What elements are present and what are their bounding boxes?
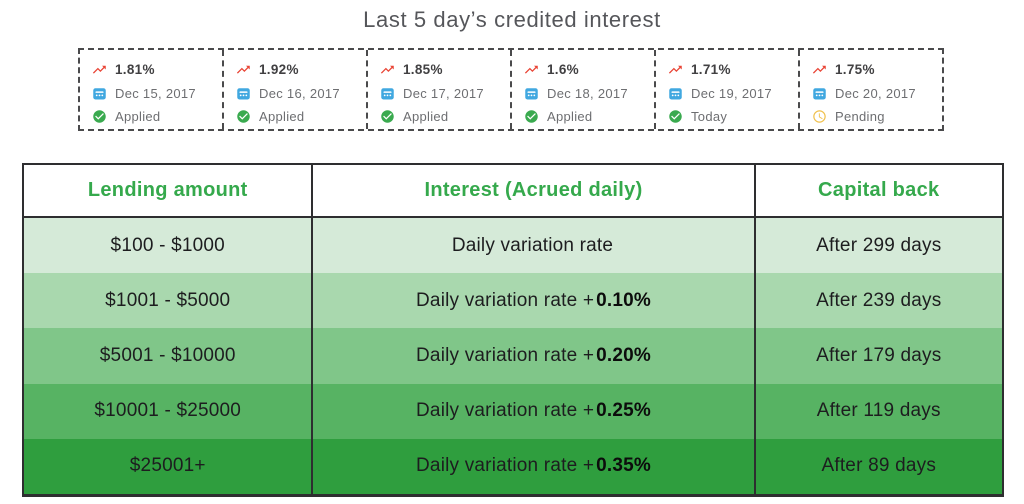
trending-up-icon xyxy=(812,62,827,77)
lending-amount-cell: $5001 - $10000 xyxy=(24,328,314,384)
calendar-icon xyxy=(524,86,539,101)
interest-bonus: 0.20% xyxy=(596,345,651,366)
calendar-icon xyxy=(812,86,827,101)
check-circle-icon xyxy=(236,109,251,124)
check-circle-icon xyxy=(92,109,107,124)
status-badge: Applied xyxy=(547,109,593,124)
rate-line: 1.6% xyxy=(524,59,654,81)
rate-line: 1.92% xyxy=(236,59,366,81)
column-header-interest: Interest (Acrued daily) xyxy=(313,165,756,216)
table-row: $5001 - $10000 Daily variation rate + 0.… xyxy=(24,328,1002,384)
rate-line: 1.85% xyxy=(380,59,510,81)
interest-cell: Daily variation rate + 0.25% xyxy=(313,383,756,439)
column-header-lending-amount: Lending amount xyxy=(24,165,314,216)
interest-card: 1.85% Dec 17, 2017 Applied xyxy=(366,50,510,129)
date-line: Dec 18, 2017 xyxy=(524,82,654,104)
interest-cell: Daily variation rate xyxy=(313,218,756,274)
interest-text: Daily variation rate + xyxy=(416,345,595,366)
interest-card: 1.75% Dec 20, 2017 Pending xyxy=(798,50,942,129)
status-line: Applied xyxy=(524,106,654,128)
interest-bonus: 0.35% xyxy=(596,455,651,477)
trending-up-icon xyxy=(236,62,251,77)
interest-rate: 1.81% xyxy=(115,62,155,77)
table-row: $10001 - $25000 Daily variation rate + 0… xyxy=(24,383,1002,439)
status-badge: Applied xyxy=(403,109,449,124)
interest-text: Daily variation rate xyxy=(451,234,614,256)
rate-line: 1.75% xyxy=(812,59,942,81)
column-header-capital-back: Capital back xyxy=(818,179,940,201)
lending-amount-cell: $25001+ xyxy=(24,438,314,495)
status-line: Applied xyxy=(236,106,366,128)
status-line: Applied xyxy=(380,106,510,128)
date-line: Dec 19, 2017 xyxy=(668,82,798,104)
date-line: Dec 16, 2017 xyxy=(236,82,366,104)
interest-cell: Daily variation rate + 0.35% xyxy=(313,438,756,495)
interest-cell: Daily variation rate + 0.20% xyxy=(313,328,756,384)
interest-text: Daily variation rate + xyxy=(416,289,595,311)
rate-line: 1.71% xyxy=(668,59,798,81)
status-badge: Applied xyxy=(115,109,161,124)
card-date: Dec 20, 2017 xyxy=(835,85,916,101)
interest-bonus: 0.25% xyxy=(596,400,651,422)
interest-card: 1.92% Dec 16, 2017 Applied xyxy=(222,50,366,129)
interest-bonus: 0.10% xyxy=(596,289,651,311)
status-badge: Today xyxy=(691,109,728,124)
lending-amount-cell: $10001 - $25000 xyxy=(24,383,314,439)
rate-line: 1.81% xyxy=(92,59,222,81)
capital-back-cell: After 119 days xyxy=(816,400,941,422)
card-date: Dec 19, 2017 xyxy=(691,85,772,101)
calendar-icon xyxy=(380,86,395,101)
status-badge: Applied xyxy=(259,109,305,124)
trending-up-icon xyxy=(668,62,683,77)
interest-rate: 1.6% xyxy=(547,62,579,77)
card-date: Dec 18, 2017 xyxy=(547,85,628,101)
status-badge: Pending xyxy=(835,109,885,124)
card-date: Dec 15, 2017 xyxy=(115,85,196,101)
capital-back-cell: After 299 days xyxy=(816,234,942,256)
lending-amount-cell: $1001 - $5000 xyxy=(24,273,314,329)
interest-card: 1.71% Dec 19, 2017 Today xyxy=(654,50,798,129)
capital-back-cell: After 89 days xyxy=(821,455,937,477)
interest-text: Daily variation rate + xyxy=(416,455,595,477)
interest-rate: 1.92% xyxy=(259,62,299,77)
date-line: Dec 15, 2017 xyxy=(92,82,222,104)
table-row: $100 - $1000 Daily variation rate After … xyxy=(24,218,1002,274)
lending-rates-table: Lending amount Interest (Acrued daily) C… xyxy=(22,163,1004,497)
capital-back-cell: After 179 days xyxy=(816,345,942,366)
lending-amount-cell: $100 - $1000 xyxy=(24,218,314,274)
interest-card: 1.81% Dec 15, 2017 Applied xyxy=(80,50,222,129)
calendar-icon xyxy=(92,86,107,101)
table-header-row: Lending amount Interest (Acrued daily) C… xyxy=(24,165,1002,218)
status-line: Applied xyxy=(92,106,222,128)
trending-up-icon xyxy=(380,62,395,77)
interest-cell: Daily variation rate + 0.10% xyxy=(313,273,756,329)
check-circle-icon xyxy=(380,109,395,124)
table-row: $1001 - $5000 Daily variation rate + 0.1… xyxy=(24,273,1002,329)
table-row: $25001+ Daily variation rate + 0.35% Aft… xyxy=(24,438,1002,495)
page-title: Last 5 day’s credited interest xyxy=(363,7,661,32)
capital-back-cell: After 239 days xyxy=(816,289,942,311)
interest-card: 1.6% Dec 18, 2017 Applied xyxy=(510,50,654,129)
interest-rate: 1.71% xyxy=(691,62,731,77)
check-circle-icon xyxy=(524,109,539,124)
trending-up-icon xyxy=(92,62,107,77)
calendar-icon xyxy=(236,86,251,101)
interest-text: Daily variation rate + xyxy=(416,400,595,422)
card-date: Dec 16, 2017 xyxy=(259,85,340,101)
clock-icon xyxy=(812,109,827,124)
date-line: Dec 17, 2017 xyxy=(380,82,510,104)
calendar-icon xyxy=(668,86,683,101)
status-line: Pending xyxy=(812,106,942,128)
check-circle-icon xyxy=(668,109,683,124)
status-line: Today xyxy=(668,106,798,128)
date-line: Dec 20, 2017 xyxy=(812,82,942,104)
credited-interest-cards: 1.81% Dec 15, 2017 Applied 1.92% Dec 16,… xyxy=(78,48,944,131)
card-date: Dec 17, 2017 xyxy=(403,85,484,101)
interest-rate: 1.75% xyxy=(835,62,875,77)
interest-rate: 1.85% xyxy=(403,62,443,77)
trending-up-icon xyxy=(524,62,539,77)
